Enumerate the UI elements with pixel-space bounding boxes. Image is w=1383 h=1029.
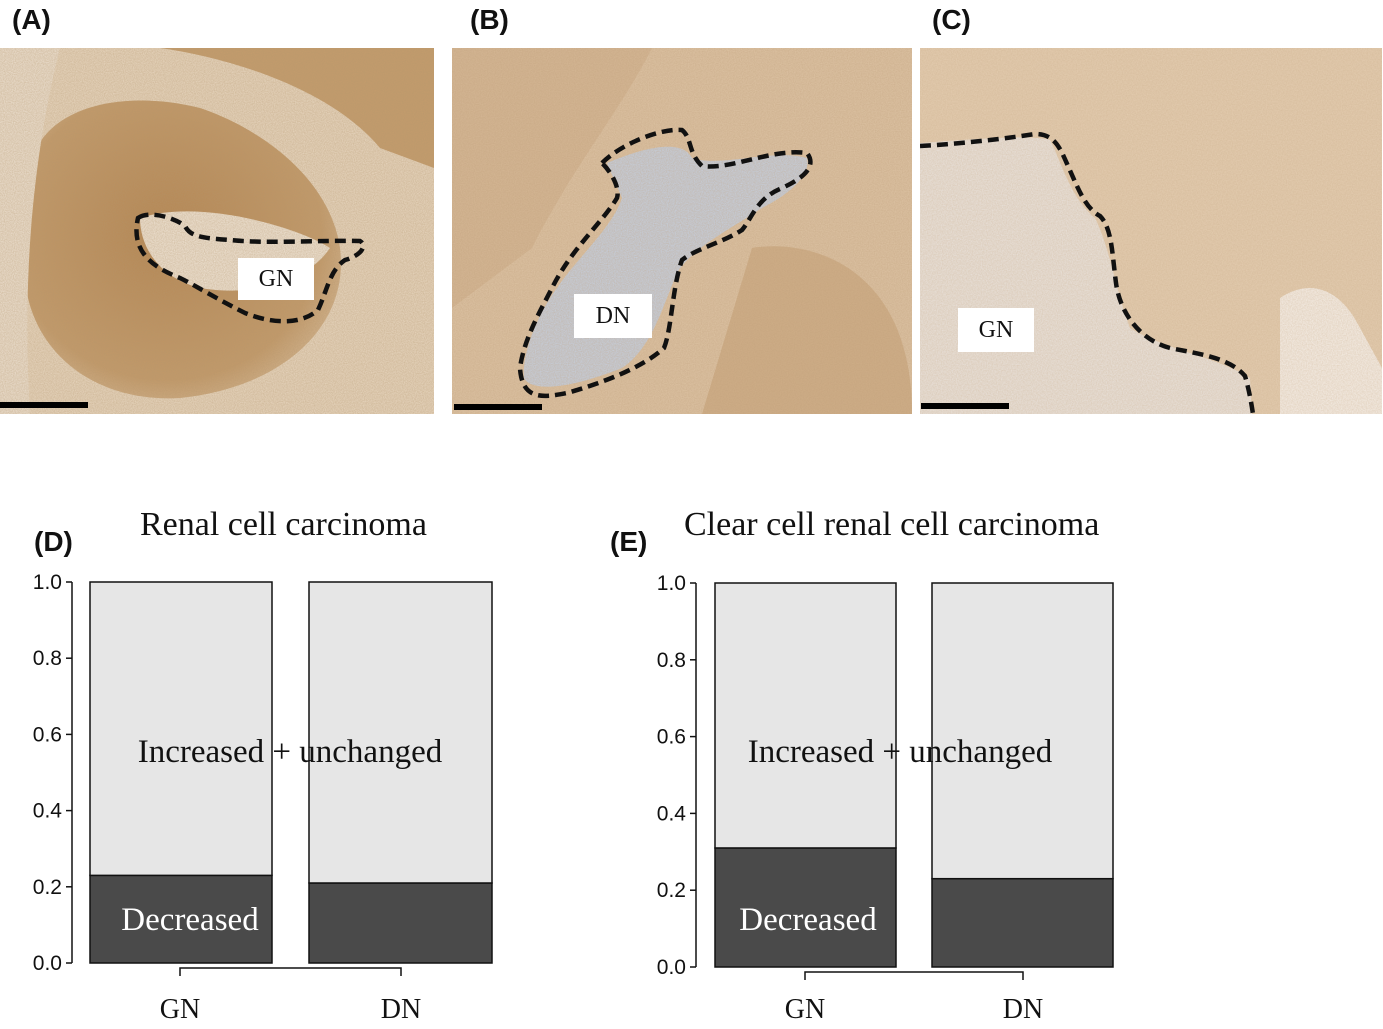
bar-segment-increased-unchanged-dn: [308, 581, 493, 884]
series-label-increased-unchanged: Increased + unchanged: [138, 734, 443, 770]
y-tick-label: 0.2: [33, 876, 62, 899]
x-category-label: GN: [160, 994, 200, 1025]
panel-label-a: (A): [12, 4, 51, 35]
x-category-label: DN: [1003, 994, 1043, 1025]
y-tick-label: 0.8: [33, 647, 62, 670]
panel-label-d: (D): [34, 526, 73, 557]
x-axis-bracket: [804, 971, 1024, 980]
y-tick-label: 0.2: [657, 879, 686, 902]
y-tick-label: 0.8: [657, 649, 686, 672]
series-label-decreased: Decreased: [121, 902, 259, 938]
y-tick-label: 0.6: [657, 726, 686, 749]
chart-title-d: Renal cell carcinoma: [140, 506, 427, 543]
region-label-c: GN: [958, 308, 1034, 352]
bar-segment-increased-unchanged-gn: [89, 581, 273, 877]
y-tick-label: 0.4: [33, 800, 63, 823]
chart-e: 0.0 0.2 0.4 0.6 0.8 1.0 GN DN Increased + unchan…: [657, 572, 1114, 1025]
micrograph-a: GN: [0, 48, 434, 414]
chart-title-e: Clear cell renal cell carcinoma: [684, 506, 1100, 543]
x-category-label: GN: [785, 994, 825, 1025]
series-label-increased-unchanged: Increased + unchanged: [748, 734, 1053, 770]
bar-segment-decreased-dn: [308, 882, 493, 964]
chart-d: 0.0 0.2 0.4 0.6 0.8 1.0 GN DN Increased + unchan…: [33, 571, 493, 1025]
panel-label-e: (E): [610, 526, 648, 557]
x-category-label: DN: [381, 994, 421, 1025]
y-tick-label: 0.4: [657, 802, 687, 825]
bar-segment-decreased-gn: [89, 874, 273, 964]
y-tick-label: 0.0: [33, 952, 62, 975]
y-tick-label: 1.0: [657, 572, 686, 595]
region-label-a: GN: [238, 258, 314, 300]
x-axis-bracket: [179, 967, 402, 976]
y-tick-label: 0.0: [657, 956, 686, 979]
series-label-decreased: Decreased: [739, 902, 877, 938]
y-tick-label: 1.0: [33, 571, 62, 594]
micrograph-b: DN: [452, 48, 912, 414]
bar-segment-decreased-gn: [714, 847, 897, 968]
bar-segment-increased-unchanged-gn: [714, 582, 897, 849]
y-tick-label: 0.6: [33, 723, 62, 746]
panel-label-b: (B): [470, 4, 509, 35]
bar-segment-increased-unchanged-dn: [931, 582, 1114, 880]
bar-segment-decreased-dn: [931, 877, 1114, 968]
region-label-b: DN: [574, 294, 652, 338]
panel-label-c: (C): [932, 4, 971, 35]
micrograph-c: GN: [920, 48, 1382, 414]
